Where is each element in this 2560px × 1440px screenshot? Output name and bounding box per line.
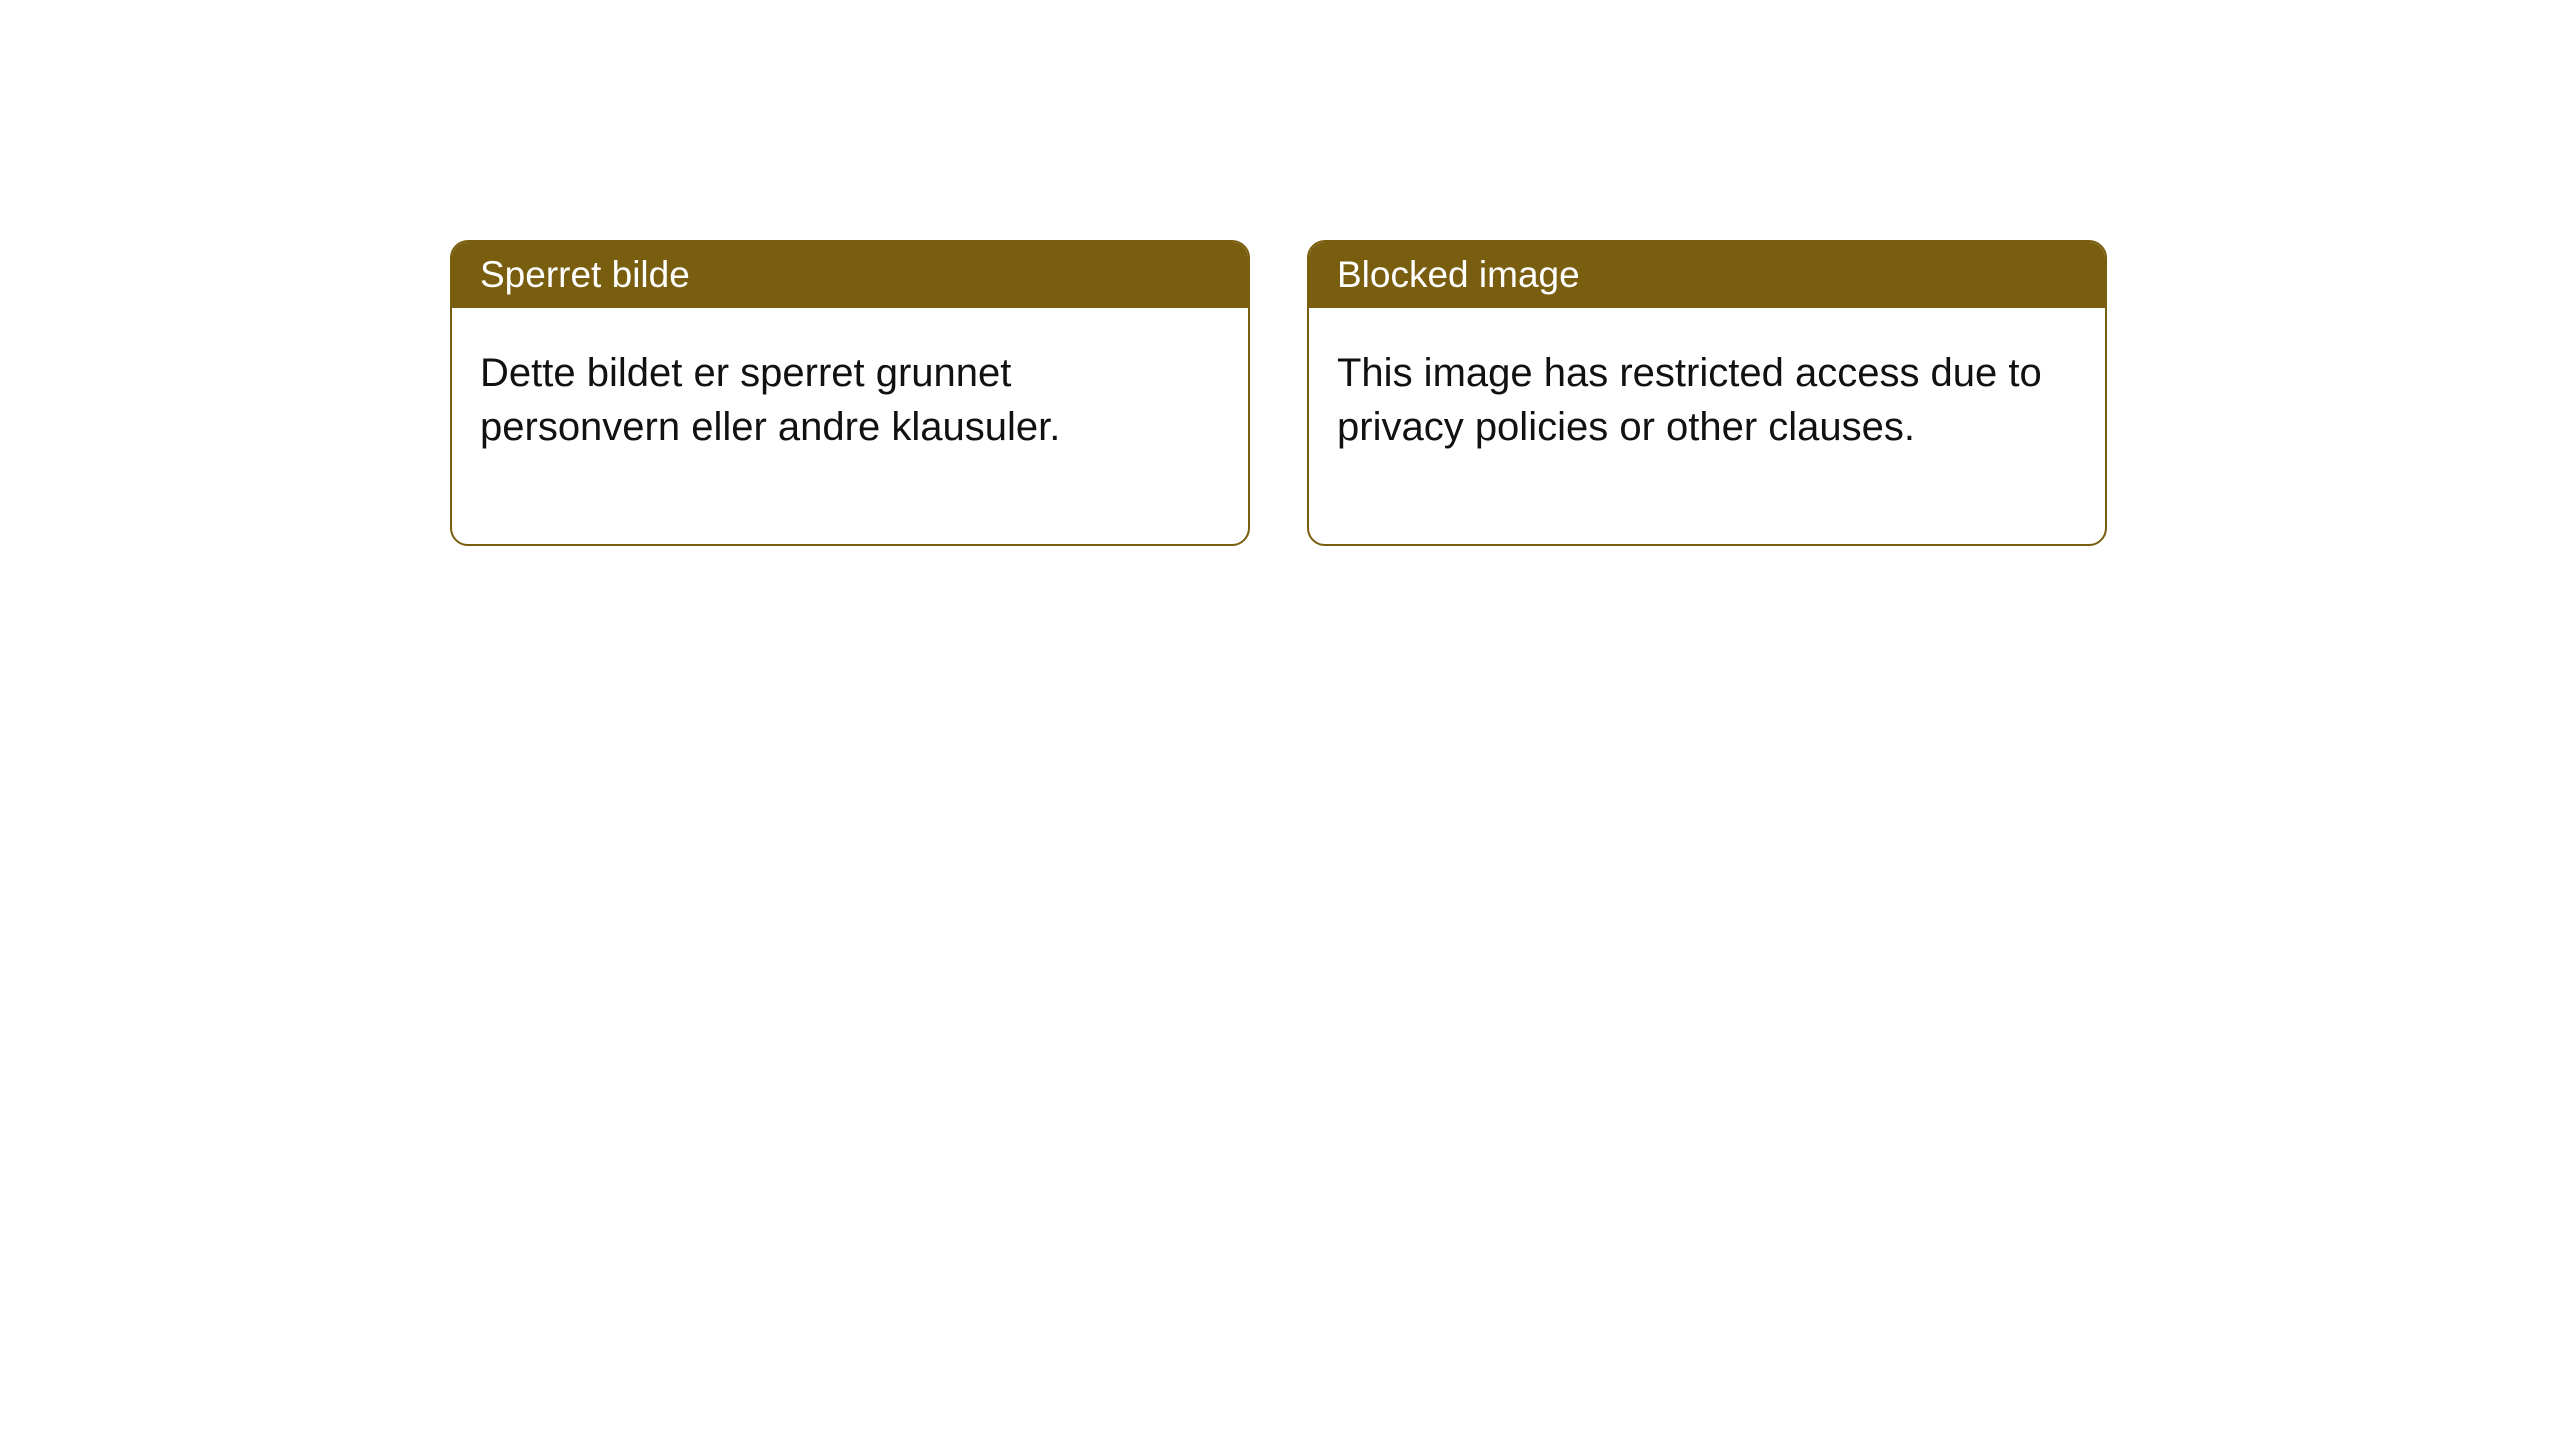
card-body-text: This image has restricted access due to … bbox=[1337, 351, 2042, 449]
blocked-image-card-en: Blocked image This image has restricted … bbox=[1307, 240, 2107, 546]
card-header-text: Sperret bilde bbox=[480, 254, 690, 295]
card-header: Blocked image bbox=[1309, 242, 2105, 308]
card-header-text: Blocked image bbox=[1337, 254, 1580, 295]
card-body: Dette bildet er sperret grunnet personve… bbox=[452, 308, 1248, 544]
card-body-text: Dette bildet er sperret grunnet personve… bbox=[480, 351, 1060, 449]
blocked-image-card-no: Sperret bilde Dette bildet er sperret gr… bbox=[450, 240, 1250, 546]
cards-container: Sperret bilde Dette bildet er sperret gr… bbox=[450, 240, 2560, 546]
card-body: This image has restricted access due to … bbox=[1309, 308, 2105, 544]
card-header: Sperret bilde bbox=[452, 242, 1248, 308]
